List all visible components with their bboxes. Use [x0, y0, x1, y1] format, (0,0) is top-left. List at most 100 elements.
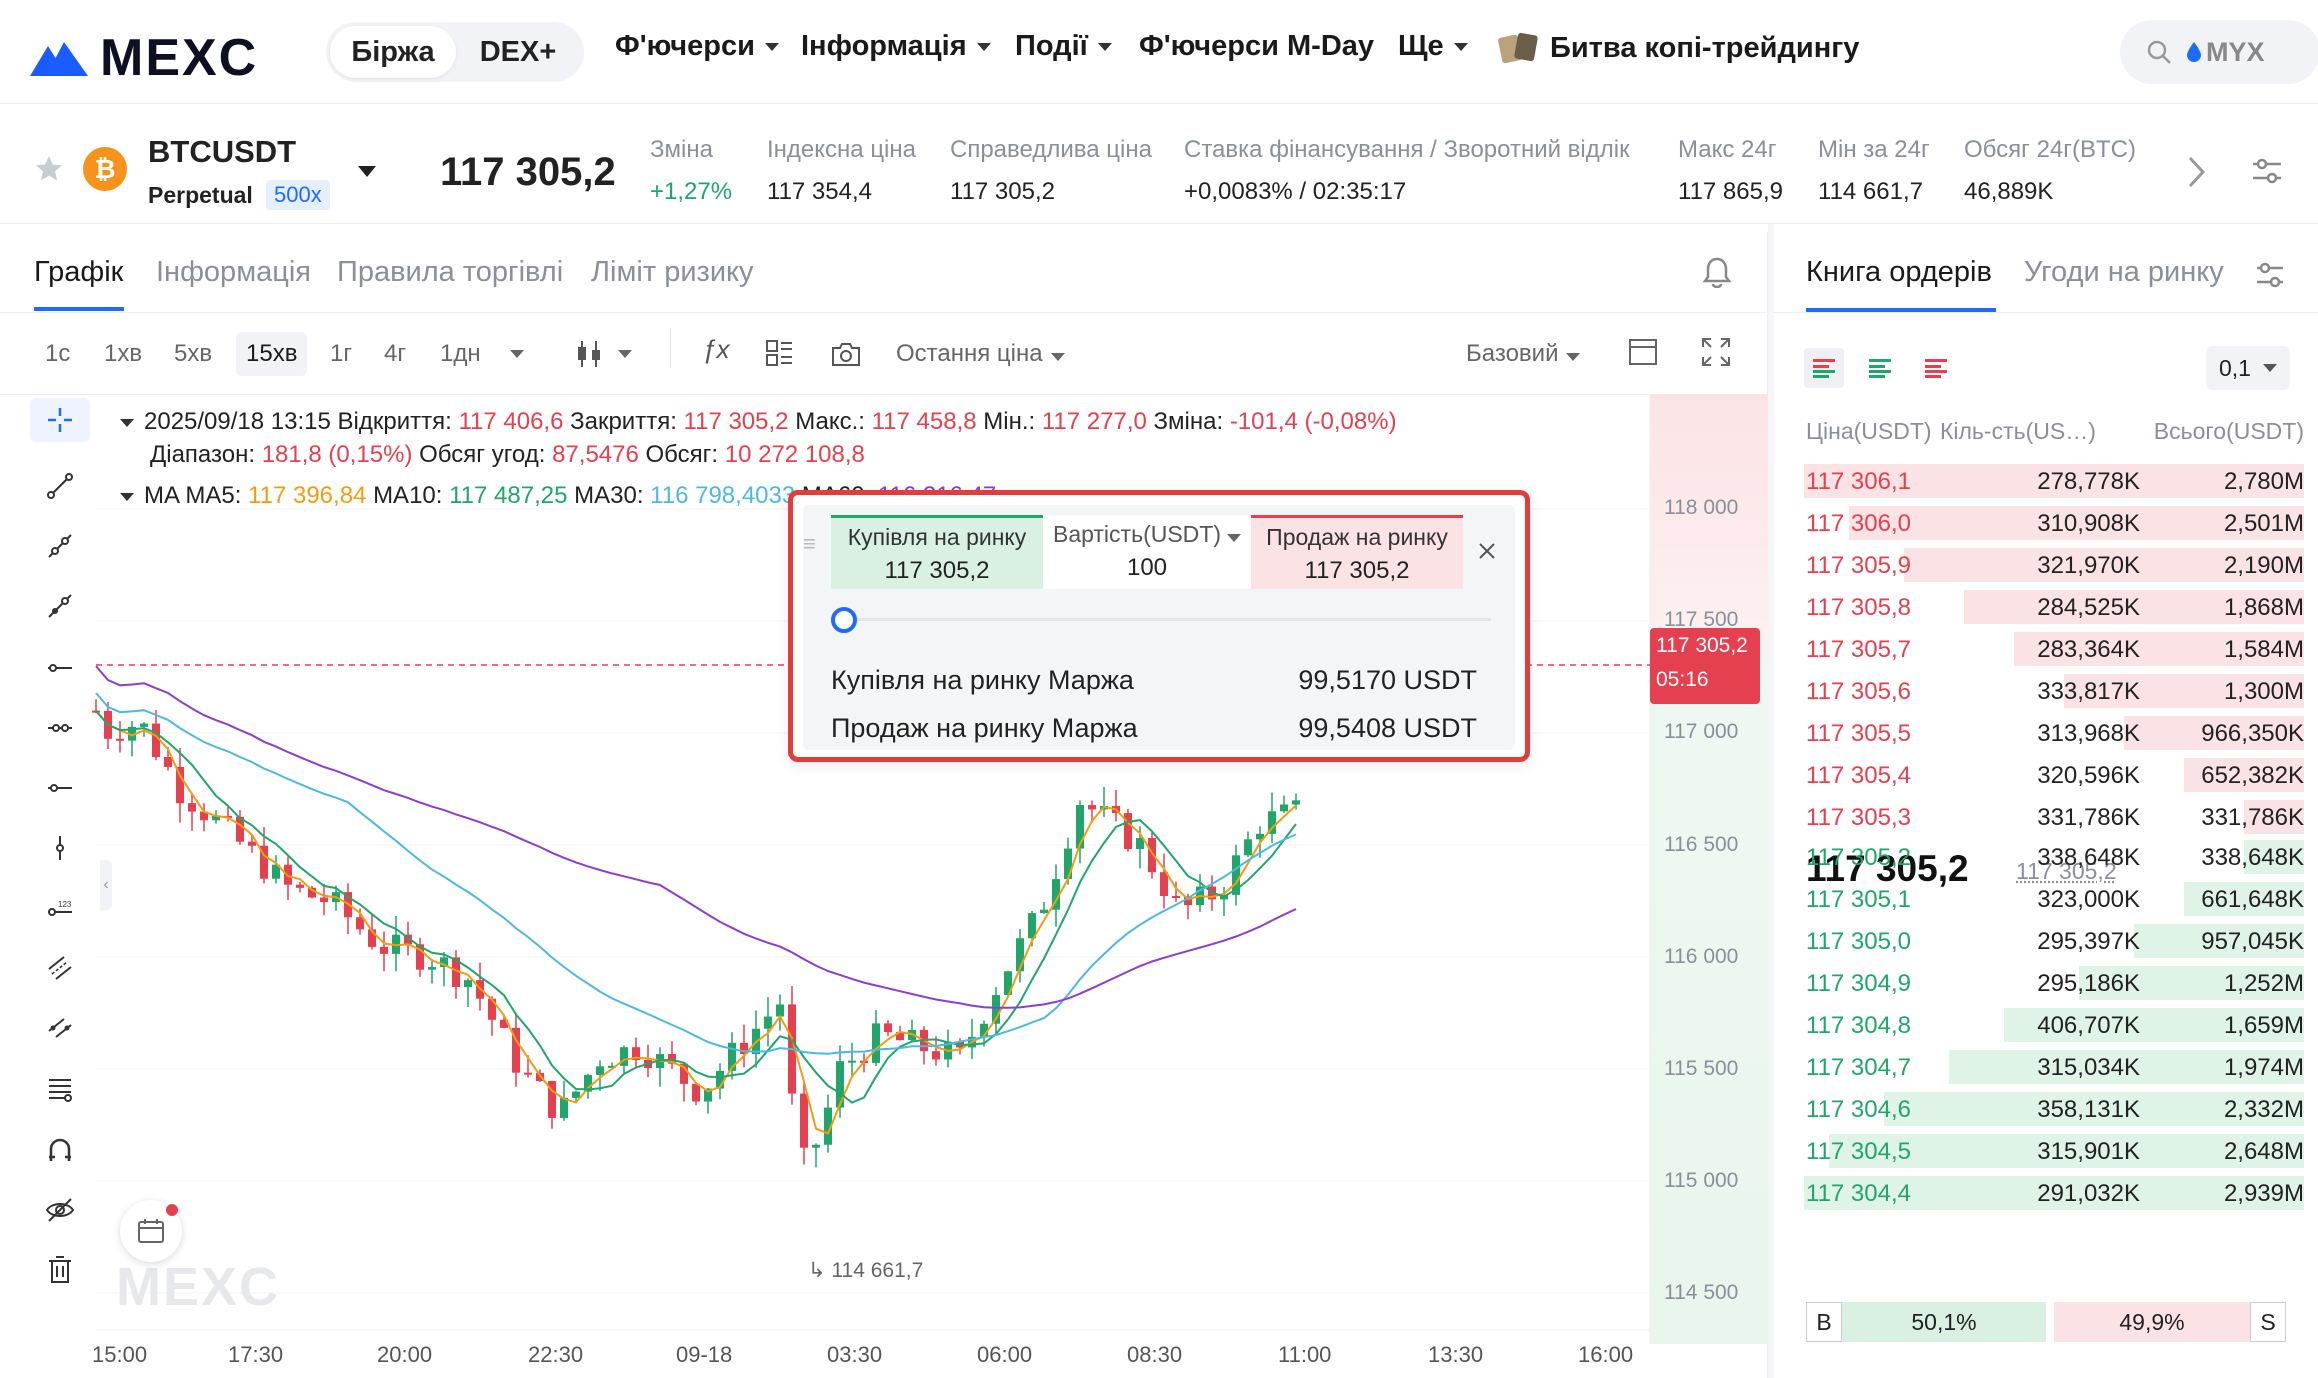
text-tool[interactable]: [30, 1066, 90, 1110]
window-icon[interactable]: [1627, 336, 1659, 368]
collapse-ma-icon[interactable]: [120, 492, 134, 501]
vertical-line-tool[interactable]: [30, 826, 90, 870]
horizontal-line-tool[interactable]: [30, 646, 90, 690]
ask-row[interactable]: 117 305,4 320,596K 652,382K: [1774, 754, 2304, 794]
ask-row[interactable]: 117 305,7 283,364K 1,584M: [1774, 628, 2304, 668]
tab-risk-limit[interactable]: Ліміт ризику: [591, 256, 754, 288]
mexc-logo[interactable]: MEXC: [28, 28, 258, 88]
x-tick: 08:30: [1127, 1342, 1183, 1367]
hide-drawings-tool[interactable]: [30, 1188, 90, 1232]
tf-1h[interactable]: 1г: [330, 340, 353, 367]
slider-thumb[interactable]: [831, 607, 857, 633]
bid-row[interactable]: 117 304,6 358,131K 2,332M: [1774, 1088, 2304, 1128]
ob-settings-icon[interactable]: [2254, 260, 2286, 290]
bid-row[interactable]: 117 305,1 323,000K 661,648K: [1774, 878, 2304, 918]
tf-15m[interactable]: 15хв: [236, 332, 308, 376]
trend-line-tool[interactable]: [30, 464, 90, 508]
view-mode-select[interactable]: Базовий: [1466, 340, 1581, 368]
view-bids-button[interactable]: [1860, 348, 1900, 388]
nav-events[interactable]: Події: [1015, 30, 1112, 63]
bid-row[interactable]: 117 304,4 291,032K 2,939M: [1774, 1172, 2304, 1212]
order-value-field[interactable]: Вартість(USDT) 100: [1043, 515, 1251, 589]
ask-row[interactable]: 117 305,9 321,970K 2,190M: [1774, 544, 2304, 584]
market-sell-label: Продаж на ринку: [1266, 524, 1448, 550]
symbol-dropdown-icon[interactable]: [358, 166, 376, 177]
price-source-select[interactable]: Остання ціна: [896, 340, 1065, 368]
market-sell-button[interactable]: Продаж на ринку 117 305,2: [1251, 515, 1463, 589]
market-buy-button[interactable]: Купівля на ринку 117 305,2: [831, 515, 1043, 589]
bid-row[interactable]: 117 305,0 295,397K 957,045K: [1774, 920, 2304, 960]
ray-tool[interactable]: [30, 524, 90, 568]
bell-icon[interactable]: [1702, 256, 1732, 288]
bid-row[interactable]: 117 304,5 315,901K 2,648M: [1774, 1130, 2304, 1170]
tf-4h[interactable]: 4г: [384, 340, 407, 367]
bid-row[interactable]: 117 304,8 406,707K 1,659M: [1774, 1004, 2304, 1044]
price-line-tool[interactable]: 123: [30, 886, 90, 930]
nav-futures-mday[interactable]: Ф'ючерси M-Day: [1139, 30, 1374, 63]
tf-1m[interactable]: 1хв: [104, 340, 143, 367]
ob-qty: 291,032K: [2037, 1180, 2140, 1207]
tf-more-icon[interactable]: [510, 350, 524, 358]
axis-background: [1650, 394, 1768, 1344]
stat-funding-value: +0,0083% / 02:35:17: [1184, 178, 1407, 205]
symbol-name[interactable]: BTCUSDT: [148, 134, 297, 169]
crosshair-tool[interactable]: [30, 398, 90, 442]
ob-total: 957,045K: [2201, 928, 2304, 955]
tab-chart[interactable]: Графік: [34, 256, 124, 288]
ask-row[interactable]: 117 305,8 284,525K 1,868M: [1774, 586, 2304, 626]
candle-type-dropdown-icon[interactable]: [618, 350, 632, 358]
settings-sliders-icon[interactable]: [2250, 154, 2284, 188]
ask-row[interactable]: 117 306,0 310,908K 2,501M: [1774, 502, 2304, 542]
view-both-button[interactable]: [1804, 348, 1844, 388]
last-price-tag-price: 117 305,2: [1656, 634, 1748, 657]
horizontal-ray-tool[interactable]: [30, 706, 90, 750]
ask-row[interactable]: 117 306,1 278,778K 2,780M: [1774, 460, 2304, 500]
collapse-ohlc-icon[interactable]: [120, 418, 134, 427]
tab-market-trades[interactable]: Угоди на ринку: [2024, 256, 2224, 288]
bid-row[interactable]: 117 305,2 338,648K 338,648K: [1774, 836, 2304, 876]
delete-drawings-tool[interactable]: [30, 1248, 90, 1292]
close-icon[interactable]: [1477, 541, 1497, 561]
bid-row[interactable]: 117 304,7 315,034K 1,974M: [1774, 1046, 2304, 1086]
extended-line-tool[interactable]: [30, 584, 90, 628]
dex-tab[interactable]: DEX+: [479, 35, 557, 68]
magnet-tool[interactable]: [30, 1128, 90, 1172]
view-asks-button[interactable]: [1916, 348, 1956, 388]
parallel-line-tool[interactable]: [30, 766, 90, 810]
channel-tool[interactable]: [30, 946, 90, 990]
drag-handle-icon[interactable]: ≡: [803, 531, 816, 556]
search-box[interactable]: MYX: [2120, 20, 2318, 84]
star-icon[interactable]: [34, 154, 64, 184]
ob-total: 2,501M: [2223, 510, 2304, 537]
tf-5m[interactable]: 5хв: [174, 340, 213, 367]
ask-row[interactable]: 117 305,6 333,817K 1,300M: [1774, 670, 2304, 710]
ask-row[interactable]: 117 305,5 313,968K 966,350K: [1774, 712, 2304, 752]
ob-price: 117 304,6: [1806, 1096, 1911, 1123]
bid-row[interactable]: 117 304,9 295,186K 1,252M: [1774, 962, 2304, 1002]
candle-type-icon[interactable]: [574, 338, 606, 370]
tf-1d[interactable]: 1дн: [440, 340, 481, 367]
tab-information[interactable]: Інформація: [156, 256, 312, 288]
nav-futures[interactable]: Ф'ючерси: [615, 30, 779, 63]
alerts-float-button[interactable]: [120, 1200, 182, 1262]
extended-line-icon: [48, 594, 72, 618]
amount-slider[interactable]: [831, 599, 1505, 639]
market-buy-label: Купівля на ринку: [847, 524, 1027, 550]
list-icon: [49, 1079, 72, 1102]
tab-order-book[interactable]: Книга ордерів: [1806, 256, 1992, 288]
fib-tool[interactable]: [30, 1006, 90, 1050]
tf-1s[interactable]: 1с: [45, 340, 71, 367]
fullscreen-icon[interactable]: [1700, 336, 1732, 368]
layout-icon[interactable]: [764, 338, 794, 368]
collapse-toolbar-handle[interactable]: ‹: [100, 860, 112, 910]
indicators-icon[interactable]: ƒx: [702, 334, 730, 364]
nav-more[interactable]: Ще: [1398, 30, 1468, 63]
chevron-right-icon[interactable]: [2186, 154, 2208, 190]
camera-icon[interactable]: [830, 340, 862, 368]
precision-select[interactable]: 0,1: [2206, 346, 2290, 390]
tab-trading-rules[interactable]: Правила торгівлі: [337, 256, 564, 288]
nav-info[interactable]: Інформація: [801, 30, 991, 63]
nav-copy-battle[interactable]: Битва копі-трейдингу: [1496, 30, 1859, 66]
exchange-tab[interactable]: Біржа: [330, 26, 456, 78]
ask-row[interactable]: 117 305,3 331,786K 331,786K: [1774, 796, 2304, 836]
